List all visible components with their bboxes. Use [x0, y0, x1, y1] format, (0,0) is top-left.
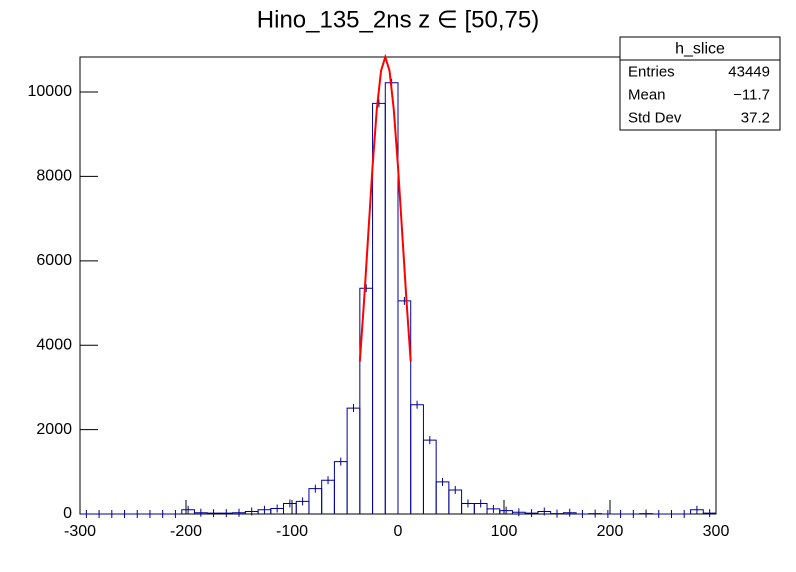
x-tick-label: 200	[597, 523, 624, 540]
chart-title: Hino_135_2ns z ∈ [50,75)	[257, 6, 539, 33]
x-tick-label: -100	[276, 523, 308, 540]
x-tick-label: 100	[491, 523, 518, 540]
x-tick-label: -300	[64, 523, 96, 540]
y-tick-label: 6000	[36, 252, 72, 269]
stats-value: 37.2	[741, 109, 770, 126]
x-tick-label: 300	[703, 523, 730, 540]
y-tick-label: 8000	[36, 168, 72, 185]
stats-label: Std Dev	[628, 109, 682, 126]
y-tick-label: 0	[63, 505, 72, 522]
y-tick-label: 2000	[36, 421, 72, 438]
stats-label: Entries	[628, 63, 675, 80]
stats-label: Mean	[628, 86, 666, 103]
fit-curve	[358, 53, 412, 362]
x-tick-label: -200	[170, 523, 202, 540]
stats-value: −11.7	[733, 86, 770, 103]
stats-value: 43449	[728, 63, 770, 80]
stats-title: h_slice	[675, 41, 725, 58]
x-tick-label: 0	[394, 523, 403, 540]
stats-box	[619, 36, 781, 131]
y-tick-label: 10000	[28, 83, 73, 100]
y-tick-label: 4000	[36, 336, 72, 353]
